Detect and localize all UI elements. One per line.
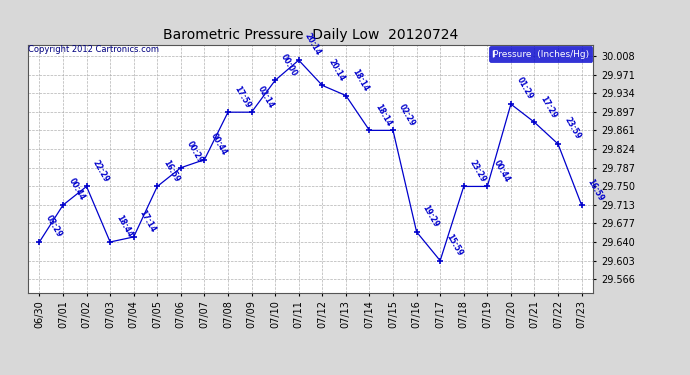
Text: 00:44: 00:44: [208, 132, 228, 157]
Text: 02:14: 02:14: [256, 84, 275, 110]
Text: 20:14: 20:14: [303, 32, 323, 57]
Title: Barometric Pressure  Daily Low  20120724: Barometric Pressure Daily Low 20120724: [163, 28, 458, 42]
Text: 22:29: 22:29: [90, 158, 110, 184]
Text: 18:44: 18:44: [115, 214, 134, 239]
Text: 15:59: 15:59: [444, 233, 464, 258]
Text: 01:29: 01:29: [515, 76, 535, 101]
Text: 17:59: 17:59: [232, 84, 252, 110]
Text: 19:29: 19:29: [421, 204, 441, 229]
Text: 16:59: 16:59: [161, 158, 181, 184]
Text: 17:29: 17:29: [539, 94, 558, 120]
Legend: Pressure  (Inches/Hg): Pressure (Inches/Hg): [489, 46, 593, 62]
Text: 23:59: 23:59: [562, 116, 582, 141]
Text: 02:29: 02:29: [397, 102, 417, 128]
Text: 18:14: 18:14: [373, 102, 393, 128]
Text: 00:29: 00:29: [185, 140, 205, 165]
Text: 00:00: 00:00: [279, 52, 299, 78]
Text: 18:14: 18:14: [350, 67, 370, 93]
Text: 03:29: 03:29: [43, 214, 63, 239]
Text: 16:59: 16:59: [586, 177, 606, 203]
Text: Copyright 2012 Cartronics.com: Copyright 2012 Cartronics.com: [28, 45, 159, 54]
Text: 23:29: 23:29: [468, 158, 488, 184]
Text: 00:44: 00:44: [67, 177, 87, 203]
Text: 20:14: 20:14: [326, 57, 346, 82]
Text: 00:44: 00:44: [491, 158, 511, 184]
Text: 17:14: 17:14: [138, 209, 158, 234]
